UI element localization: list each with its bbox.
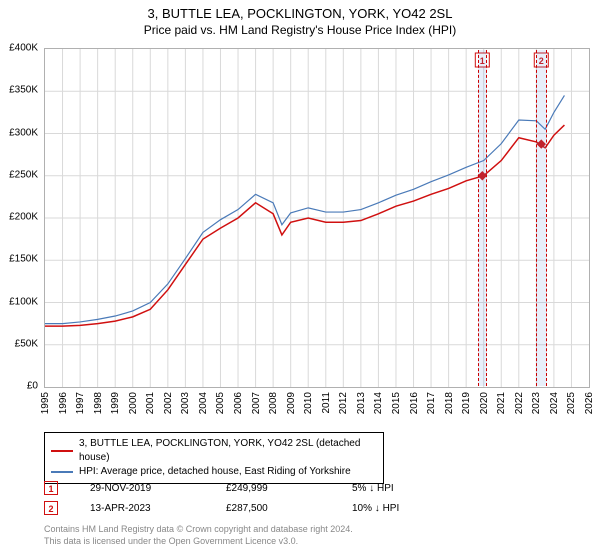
x-tick-label: 2002	[163, 392, 174, 414]
x-tick-label: 1999	[110, 392, 121, 414]
x-tick-label: 2001	[145, 392, 156, 414]
x-tick-label: 2019	[461, 392, 472, 414]
y-tick-label: £50K	[0, 338, 38, 349]
x-tick-label: 2020	[479, 392, 490, 414]
x-tick-label: 2010	[303, 392, 314, 414]
chart-container: 3, BUTTLE LEA, POCKLINGTON, YORK, YO42 2…	[0, 0, 600, 560]
x-tick-label: 2023	[531, 392, 542, 414]
x-tick-label: 2007	[251, 392, 262, 414]
x-tick-label: 2012	[338, 392, 349, 414]
sales-row-2: 2 13-APR-2023 £287,500 10% ↓ HPI	[44, 498, 564, 518]
y-tick-label: £100K	[0, 296, 38, 307]
x-tick-label: 1995	[40, 392, 51, 414]
y-tick-label: £0	[0, 381, 38, 392]
legend-row-hpi: HPI: Average price, detached house, East…	[51, 465, 377, 479]
x-tick-label: 2006	[233, 392, 244, 414]
legend: 3, BUTTLE LEA, POCKLINGTON, YORK, YO42 2…	[44, 432, 384, 484]
chart-area: 12 £0£50K£100K£150K£200K£250K£300K£350K£…	[44, 48, 590, 388]
title-block: 3, BUTTLE LEA, POCKLINGTON, YORK, YO42 2…	[0, 0, 600, 37]
x-tick-label: 2018	[444, 392, 455, 414]
y-tick-label: £200K	[0, 212, 38, 223]
x-tick-label: 1996	[58, 392, 69, 414]
y-tick-label: £300K	[0, 127, 38, 138]
x-tick-label: 2016	[409, 392, 420, 414]
legend-label-hpi: HPI: Average price, detached house, East…	[79, 465, 351, 479]
shaded-region	[478, 50, 487, 386]
legend-label-property: 3, BUTTLE LEA, POCKLINGTON, YORK, YO42 2…	[79, 437, 377, 465]
legend-swatch-property	[51, 450, 73, 452]
sale-price-2: £287,500	[226, 503, 326, 514]
x-tick-label: 2025	[566, 392, 577, 414]
x-tick-label: 2017	[426, 392, 437, 414]
sale-marker-2: 2	[44, 501, 58, 515]
sale-date-1: 29-NOV-2019	[90, 483, 200, 494]
x-tick-label: 2009	[286, 392, 297, 414]
x-tick-label: 2011	[321, 392, 332, 414]
footer-line2: This data is licensed under the Open Gov…	[44, 536, 353, 548]
x-tick-label: 2008	[268, 392, 279, 414]
y-tick-label: £350K	[0, 85, 38, 96]
footer-line1: Contains HM Land Registry data © Crown c…	[44, 524, 353, 536]
x-tick-label: 2003	[180, 392, 191, 414]
sales-table: 1 29-NOV-2019 £249,999 5% ↓ HPI 2 13-APR…	[44, 478, 564, 518]
legend-swatch-hpi	[51, 471, 73, 473]
sale-delta-2: 10% ↓ HPI	[352, 503, 492, 514]
y-tick-label: £400K	[0, 43, 38, 54]
x-tick-label: 2024	[549, 392, 560, 414]
sales-row-1: 1 29-NOV-2019 £249,999 5% ↓ HPI	[44, 478, 564, 498]
x-tick-label: 2013	[356, 392, 367, 414]
x-tick-label: 2004	[198, 392, 209, 414]
x-tick-label: 2021	[496, 392, 507, 414]
footer: Contains HM Land Registry data © Crown c…	[44, 524, 353, 547]
x-tick-label: 2022	[514, 392, 525, 414]
sale-date-2: 13-APR-2023	[90, 503, 200, 514]
sale-delta-1: 5% ↓ HPI	[352, 483, 492, 494]
x-tick-label: 1997	[75, 392, 86, 414]
sale-price-1: £249,999	[226, 483, 326, 494]
x-tick-label: 2005	[215, 392, 226, 414]
plot-area: 12	[44, 48, 590, 388]
y-tick-label: £150K	[0, 254, 38, 265]
legend-row-property: 3, BUTTLE LEA, POCKLINGTON, YORK, YO42 2…	[51, 437, 377, 465]
address-title: 3, BUTTLE LEA, POCKLINGTON, YORK, YO42 2…	[0, 6, 600, 21]
x-tick-label: 2014	[373, 392, 384, 414]
shaded-region	[536, 50, 547, 386]
x-tick-label: 2000	[128, 392, 139, 414]
chart-svg: 12	[45, 49, 589, 387]
subtitle: Price paid vs. HM Land Registry's House …	[0, 23, 600, 37]
x-tick-label: 2026	[584, 392, 595, 414]
x-tick-label: 1998	[93, 392, 104, 414]
x-tick-label: 2015	[391, 392, 402, 414]
sale-marker-1: 1	[44, 481, 58, 495]
y-tick-label: £250K	[0, 169, 38, 180]
